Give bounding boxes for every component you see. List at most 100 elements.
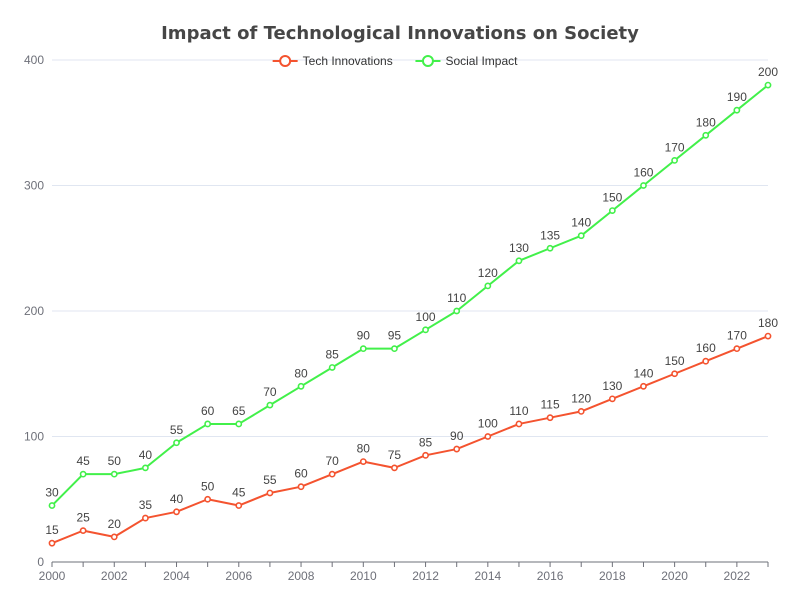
tech-innovations-point xyxy=(733,345,741,353)
social-impact-point xyxy=(173,439,180,447)
tech-innovations-point xyxy=(297,483,305,491)
social-impact-point xyxy=(608,207,616,214)
social-impact-data-label: 135 xyxy=(540,228,560,242)
social-impact-data-label: 30 xyxy=(45,486,59,500)
social-impact-data-label: 120 xyxy=(478,266,498,280)
tech-innovations-point xyxy=(173,508,180,516)
tech-innovations-data-label: 90 xyxy=(450,429,464,443)
tech-innovations-point xyxy=(204,495,212,503)
x-tick-label: 2000 xyxy=(39,569,66,583)
x-tick-label: 2022 xyxy=(724,569,751,583)
tech-innovations-point xyxy=(640,382,647,390)
social-impact-point xyxy=(764,81,772,89)
tech-innovations-data-label: 55 xyxy=(263,473,277,487)
social-impact-point xyxy=(359,345,367,353)
legend[interactable]: Tech Innovations Social Impact xyxy=(272,54,518,68)
tech-innovations-data-label: 100 xyxy=(478,417,498,431)
x-tick-label: 2006 xyxy=(225,569,252,583)
x-tick-label: 2020 xyxy=(661,569,688,583)
tech-innovations-data-label: 160 xyxy=(696,341,716,355)
social-impact-data-label: 95 xyxy=(388,329,402,343)
social-impact-point xyxy=(640,182,647,189)
social-impact-data-label: 50 xyxy=(108,454,122,468)
social-impact-point xyxy=(266,401,274,409)
social-impact-data-label: 160 xyxy=(633,166,653,180)
social-impact-point xyxy=(484,282,492,290)
legend-item-social-impact[interactable]: Social Impact xyxy=(415,54,518,68)
x-tick-label: 2016 xyxy=(537,569,564,583)
tech-innovations-point xyxy=(546,414,554,422)
social-impact-point xyxy=(702,131,710,139)
tech-innovations-data-label: 180 xyxy=(758,316,778,330)
tech-innovations-data-label: 20 xyxy=(108,517,122,531)
social-impact-point xyxy=(79,470,87,478)
tech-innovations-point xyxy=(328,470,336,478)
social-impact-point xyxy=(733,106,741,114)
social-impact-data-label: 90 xyxy=(357,329,371,343)
tech-innovations-data-label: 115 xyxy=(541,398,560,412)
social-impact-point xyxy=(141,464,149,472)
tech-innovations-data-label: 140 xyxy=(633,366,653,380)
social-impact-data-label: 110 xyxy=(447,291,466,305)
social-impact-data-label: 200 xyxy=(758,65,778,79)
y-tick-label: 400 xyxy=(24,53,44,67)
grid-lines xyxy=(52,59,768,437)
tech-innovations-point xyxy=(515,420,523,428)
social-impact-data-label: 80 xyxy=(294,366,308,380)
tech-innovations-data-label: 80 xyxy=(357,442,371,456)
social-impact-point xyxy=(671,156,679,164)
social-impact-point xyxy=(204,420,212,428)
social-impact-data-label: 140 xyxy=(571,216,591,230)
tech-innovations-data-label: 85 xyxy=(419,435,433,449)
x-tick-label: 2014 xyxy=(474,569,501,583)
social-impact-data-label: 150 xyxy=(602,191,622,205)
social-impact-data-label: 40 xyxy=(139,448,153,462)
legend-item-tech-innovations[interactable]: Tech Innovations xyxy=(272,54,393,68)
social-impact-data-label: 100 xyxy=(416,310,436,324)
tech-innovations-data-label: 150 xyxy=(665,354,685,368)
tech-innovations-point xyxy=(235,502,243,509)
tech-innovations-data-label: 35 xyxy=(139,498,153,512)
social-impact-data-label: 65 xyxy=(232,404,246,418)
social-impact-point xyxy=(515,257,523,265)
y-tick-label: 200 xyxy=(24,304,44,318)
tech-innovations-point xyxy=(764,332,772,340)
social-impact-data-label: 170 xyxy=(665,140,685,154)
tech-innovations-data-label: 60 xyxy=(294,467,308,481)
social-impact-line xyxy=(51,84,769,507)
x-tick-label: 2008 xyxy=(288,569,315,583)
legend-label: Tech Innovations xyxy=(303,54,393,68)
social-impact-data-label: 190 xyxy=(727,90,747,104)
tech-innovations-point xyxy=(453,445,461,453)
tech-innovations-data-label: 170 xyxy=(727,329,747,343)
chart-title: Impact of Technological Innovations on S… xyxy=(161,23,639,44)
social-impact-point xyxy=(453,307,461,315)
tech-innovations-point xyxy=(702,357,710,365)
data-labels: 15 25 20 35 40 50 45 55 60 70 80 75 85 90 100 110 115 120… xyxy=(45,65,778,537)
tech-innovations-point xyxy=(577,407,585,415)
tech-innovations-point xyxy=(422,451,429,459)
tech-innovations-point xyxy=(48,539,56,547)
tech-innovations-point xyxy=(266,489,274,497)
social-impact-data-label: 180 xyxy=(696,115,716,129)
legend-swatch-marker xyxy=(421,55,434,67)
tech-innovations-data-label: 15 xyxy=(45,523,59,537)
social-impact-point xyxy=(297,382,305,390)
y-tick-label: 0 xyxy=(37,555,44,569)
x-tick-label: 2002 xyxy=(101,569,128,583)
y-tick-label: 300 xyxy=(24,179,44,193)
x-tick-label: 2012 xyxy=(412,569,439,583)
tech-innovations-point xyxy=(484,433,492,440)
series-lines xyxy=(48,81,772,547)
tech-innovations-data-label: 75 xyxy=(388,448,402,462)
social-impact-point xyxy=(235,420,243,428)
tech-innovations-point xyxy=(671,370,679,378)
social-impact-point xyxy=(391,345,398,353)
tech-innovations-point xyxy=(110,533,118,541)
social-impact-data-label: 130 xyxy=(509,241,529,255)
x-tick-label: 2004 xyxy=(163,569,190,583)
social-impact-data-label: 45 xyxy=(76,454,90,468)
